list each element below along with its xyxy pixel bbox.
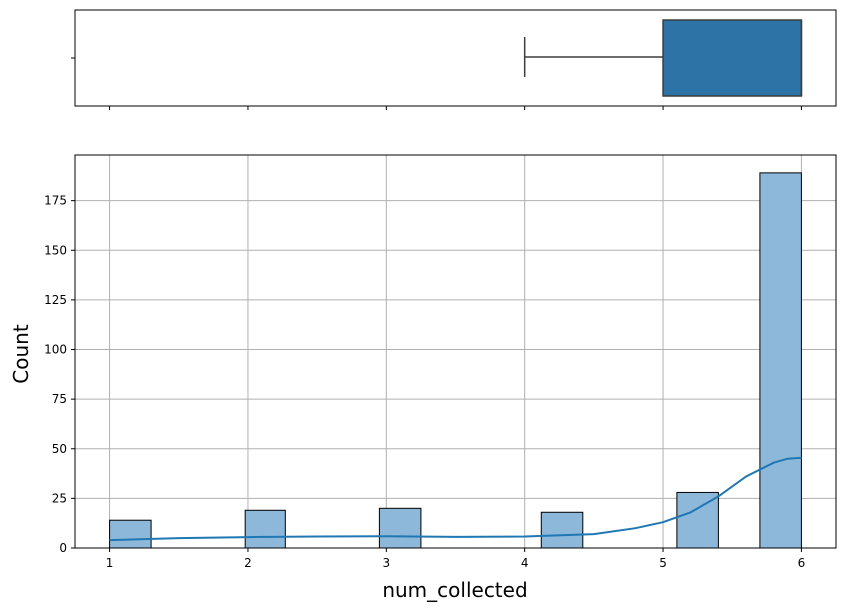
y-tick-label: 100 (44, 343, 67, 357)
x-tick-label: 5 (659, 556, 667, 570)
boxplot-box (662, 19, 803, 97)
boxplot-panel (71, 9, 837, 110)
kde-line (109, 456, 802, 542)
y-tick-label: 50 (52, 442, 67, 456)
histogram-bar (540, 511, 584, 549)
x-axis-title: num_collected (382, 578, 527, 602)
y-tick-label: 75 (52, 392, 67, 406)
y-tick-label: 150 (44, 243, 67, 257)
x-tick-label: 6 (798, 556, 806, 570)
y-tick-label: 125 (44, 293, 67, 307)
x-tick-label: 2 (244, 556, 252, 570)
x-tick-label: 3 (382, 556, 390, 570)
histogram-background (75, 155, 836, 548)
x-tick-label: 1 (106, 556, 114, 570)
y-tick-label: 175 (44, 194, 67, 208)
histogram-bar (676, 491, 719, 549)
y-tick-label: 0 (59, 541, 67, 555)
histogram-bar (378, 507, 422, 549)
histogram-bar (759, 172, 802, 549)
y-tick-label: 25 (52, 491, 67, 505)
x-tick-label: 4 (521, 556, 529, 570)
histogram-bar (244, 509, 286, 549)
y-axis-title: Count (9, 324, 33, 384)
histogram-frame (74, 154, 837, 549)
histogram-panel: 1 2 3 4 5 6 0 25 50 75 100 125 150 175 (44, 154, 837, 570)
histogram-bar (109, 519, 152, 549)
